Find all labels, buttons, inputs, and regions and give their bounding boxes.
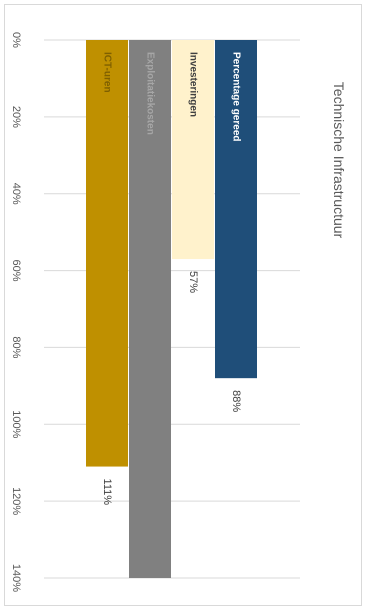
bar [215, 40, 257, 379]
tick-label: 20% [10, 106, 22, 128]
tick-label: 100% [10, 410, 22, 438]
category-label: Percentage gereed [230, 52, 241, 142]
tick-label: 140% [10, 564, 22, 592]
bar [172, 40, 214, 260]
data-label: 88% [230, 390, 242, 412]
tick-label: 80% [10, 336, 22, 358]
tick-label: 120% [10, 487, 22, 515]
value-axis-ticks: 0% 20% 40% 60% 80% 100% 120% 140% [10, 32, 22, 592]
tick-label: 60% [10, 260, 22, 282]
chart-title: Technische Infrastructuur [331, 82, 347, 239]
bar [86, 40, 128, 467]
category-label: ICT-uren [101, 52, 112, 93]
category-label: Exploitatiekosten [144, 52, 155, 135]
bars: Percentage gereed 88% Investeringen 57% Expl… [86, 40, 257, 578]
tick-label: 40% [10, 183, 22, 205]
bar [129, 40, 171, 578]
data-label: 111% [101, 479, 113, 506]
category-label: Investeringen [187, 52, 198, 117]
data-label: 57% [187, 271, 199, 293]
tick-label: 0% [10, 32, 22, 48]
